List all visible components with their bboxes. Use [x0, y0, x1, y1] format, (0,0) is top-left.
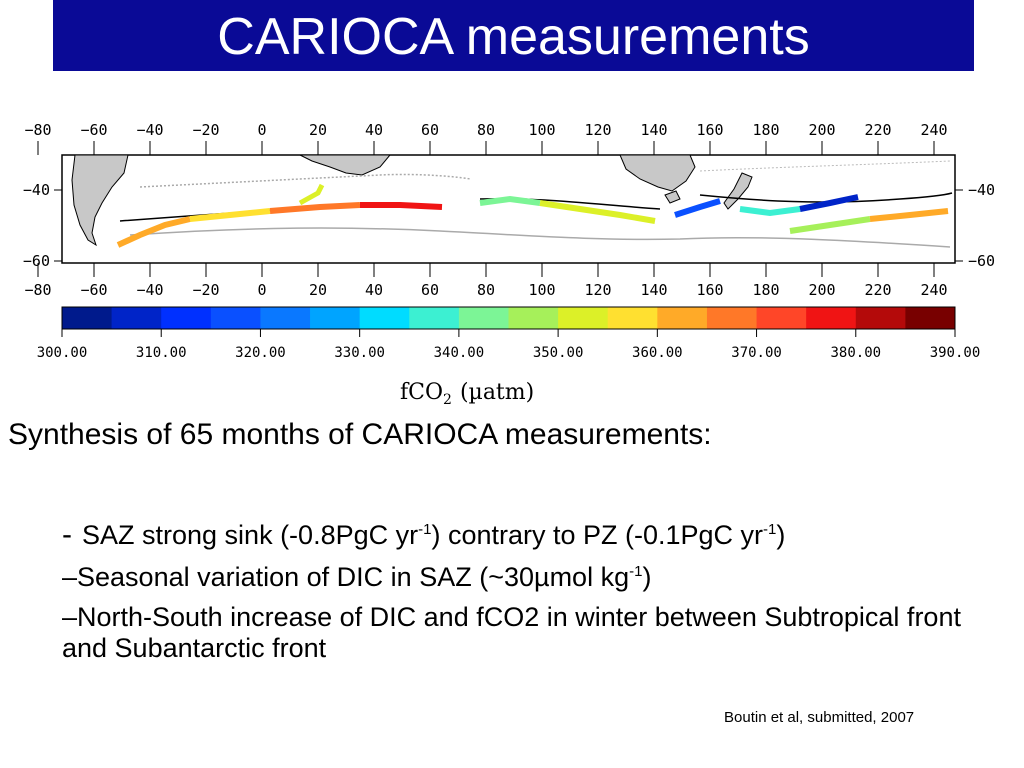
lon-bottom-label: 160 [696, 281, 723, 299]
longitude-axis-top: −80 −60 −40 −20 0 20 40 60 80 100 120 140 160 180 200 2… [24, 121, 948, 155]
lon-top-label: −40 [136, 121, 163, 139]
summary-heading: Synthesis of 65 months of CARIOCA measur… [8, 418, 712, 451]
lon-top-label: 80 [477, 121, 495, 139]
lon-top-label: 60 [421, 121, 439, 139]
lon-bottom-label: 140 [640, 281, 667, 299]
lon-bottom-label: −60 [80, 281, 107, 299]
colorbar-segment [806, 307, 857, 329]
lon-top-label: 100 [528, 121, 555, 139]
bullet-seasonal-dic: –Seasonal variation of DIC in SAZ (~30µm… [62, 562, 652, 592]
colorbar-segment [855, 307, 906, 329]
australia-land [619, 154, 696, 192]
lon-bottom-label: 120 [584, 281, 611, 299]
lat-label-left-40: −40 [23, 181, 50, 199]
colorbar-segment [508, 307, 559, 329]
lon-bottom-label: 180 [752, 281, 779, 299]
lon-top-label: −20 [192, 121, 219, 139]
front-line-grey-north [699, 160, 951, 172]
colorbar-label: 350.00 [533, 345, 584, 361]
colorbar-segment [161, 307, 212, 329]
colorbar-segment [62, 307, 113, 329]
colorbar-segment [409, 307, 460, 329]
lon-bottom-label: 0 [257, 281, 266, 299]
colorbar-segment [359, 307, 410, 329]
longitude-axis-bottom: −80 −60 −40 −20 0 20 40 60 80 100 120 140 160 180 200 2… [24, 263, 948, 299]
colorbar-segment [706, 307, 758, 329]
front-line-north [139, 173, 471, 188]
lon-bottom-label: 60 [421, 281, 439, 299]
lon-top-label: 0 [257, 121, 266, 139]
colorbar-segment [657, 307, 708, 329]
colorbar-label: 340.00 [434, 345, 485, 361]
measurement-tracks [116, 183, 949, 248]
latitude-axis: −40 −60 −40 −60 [23, 181, 995, 270]
tasmania-land [664, 190, 681, 204]
lon-top-label: −60 [80, 121, 107, 139]
colorbar [61, 306, 956, 330]
lon-bottom-label: 100 [528, 281, 555, 299]
bullet-dash: - [62, 518, 72, 551]
colorbar-label: 360.00 [632, 345, 683, 361]
colorbar-label: 310.00 [136, 345, 187, 361]
colorbar-segment [111, 307, 162, 329]
colorbar-label: 330.00 [334, 345, 385, 361]
colorbar-label: 300.00 [37, 345, 88, 361]
lon-bottom-label: 240 [920, 281, 947, 299]
lon-top-label: −80 [24, 121, 51, 139]
bullet-saz-sink: - SAZ strong sink (-0.8PgC yr-1) contrary… [62, 518, 786, 551]
new-zealand-land [723, 172, 753, 210]
colorbar-segment [260, 307, 311, 329]
colorbar-label: 380.00 [830, 345, 881, 361]
front-line-grey-south [129, 227, 951, 248]
lat-label-left-60: −60 [23, 252, 50, 270]
lon-top-label: 200 [808, 121, 835, 139]
front-line-black-3 [699, 192, 953, 203]
map-frame [61, 154, 956, 264]
lon-top-label: 220 [864, 121, 891, 139]
fco2-map: −80 −60 −40 −20 0 20 40 60 80 100 120 140 160 180 200 2… [23, 121, 995, 408]
colorbar-label: 320.00 [235, 345, 286, 361]
colorbar-segment [558, 307, 609, 329]
lon-top-label: 40 [365, 121, 383, 139]
colorbar-segment [756, 307, 807, 329]
lon-bottom-label: 220 [864, 281, 891, 299]
colorbar-label: 370.00 [731, 345, 782, 361]
colorbar-frame [61, 306, 956, 330]
colorbar-segment [210, 307, 261, 329]
colorbar-segment [310, 307, 361, 329]
colorbar-segment [905, 307, 956, 329]
citation: Boutin et al, submitted, 2007 [724, 709, 915, 726]
colorbar-labels: 300.00 310.00 320.00 330.00 340.00 350.00 360.… [37, 329, 981, 361]
bullet-north-south-dic: –North-South increase of DIC and fCO2 in… [62, 602, 961, 663]
lon-bottom-label: −20 [192, 281, 219, 299]
colorbar-segment [607, 307, 658, 329]
lon-bottom-label: −80 [24, 281, 51, 299]
lon-bottom-label: 200 [808, 281, 835, 299]
fco2-map-figure: −80 −60 −40 −20 0 20 40 60 80 100 120 140 160 180 200 2… [0, 75, 1024, 415]
colorbar-segment [458, 307, 509, 329]
africa-land [299, 154, 392, 176]
lon-top-label: 140 [640, 121, 667, 139]
lon-top-label: 120 [584, 121, 611, 139]
lon-top-label: 20 [309, 121, 327, 139]
lon-bottom-label: −40 [136, 281, 163, 299]
south-america-land [71, 154, 129, 247]
lat-label-right-60: −60 [968, 252, 995, 270]
colorbar-title: fCO2 (µatm) [400, 380, 534, 408]
lon-top-label: 240 [920, 121, 947, 139]
lon-bottom-label: 40 [365, 281, 383, 299]
slide-title: CARIOCA measurements [217, 7, 810, 66]
lat-label-right-40: −40 [968, 181, 995, 199]
title-bar: CARIOCA measurements [53, 0, 974, 71]
colorbar-label: 390.00 [930, 345, 981, 361]
lon-bottom-label: 80 [477, 281, 495, 299]
lon-top-label: 180 [752, 121, 779, 139]
lon-bottom-label: 20 [309, 281, 327, 299]
lon-top-label: 160 [696, 121, 723, 139]
